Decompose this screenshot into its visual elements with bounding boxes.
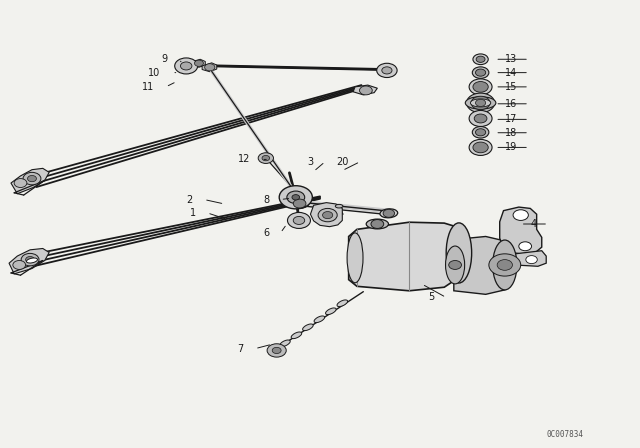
Text: 10: 10 bbox=[148, 68, 161, 78]
Ellipse shape bbox=[347, 233, 363, 283]
Text: 11: 11 bbox=[142, 82, 154, 92]
Circle shape bbox=[195, 60, 204, 66]
Ellipse shape bbox=[280, 340, 291, 347]
Circle shape bbox=[175, 58, 198, 74]
Circle shape bbox=[469, 79, 492, 95]
Text: 13: 13 bbox=[506, 54, 518, 64]
Text: 7: 7 bbox=[237, 344, 244, 353]
Circle shape bbox=[467, 93, 495, 113]
Circle shape bbox=[180, 62, 192, 70]
Circle shape bbox=[267, 344, 286, 357]
Text: 15: 15 bbox=[505, 82, 518, 92]
Text: 18: 18 bbox=[506, 128, 518, 138]
Polygon shape bbox=[310, 202, 342, 227]
Circle shape bbox=[272, 347, 281, 353]
Polygon shape bbox=[511, 251, 546, 266]
Text: 14: 14 bbox=[506, 68, 518, 78]
Ellipse shape bbox=[366, 219, 388, 229]
Circle shape bbox=[471, 96, 490, 110]
Polygon shape bbox=[11, 168, 49, 194]
Circle shape bbox=[279, 186, 312, 209]
Circle shape bbox=[371, 220, 384, 228]
Text: 2: 2 bbox=[186, 194, 193, 205]
Ellipse shape bbox=[326, 308, 336, 314]
Circle shape bbox=[14, 179, 27, 188]
Ellipse shape bbox=[493, 240, 517, 290]
Text: 19: 19 bbox=[506, 142, 518, 152]
Circle shape bbox=[205, 64, 215, 71]
Circle shape bbox=[383, 209, 394, 217]
Circle shape bbox=[513, 210, 529, 220]
Polygon shape bbox=[454, 237, 505, 294]
Polygon shape bbox=[183, 61, 194, 68]
Circle shape bbox=[476, 129, 486, 136]
Ellipse shape bbox=[337, 300, 348, 306]
Text: 6: 6 bbox=[263, 228, 269, 238]
Text: 17: 17 bbox=[505, 114, 518, 125]
Ellipse shape bbox=[26, 258, 38, 263]
Circle shape bbox=[287, 212, 310, 228]
Ellipse shape bbox=[303, 324, 313, 331]
Circle shape bbox=[469, 139, 492, 155]
Text: 1: 1 bbox=[189, 208, 196, 218]
Circle shape bbox=[472, 126, 489, 138]
Ellipse shape bbox=[445, 246, 465, 284]
Circle shape bbox=[526, 256, 538, 263]
Circle shape bbox=[474, 114, 487, 123]
Circle shape bbox=[377, 63, 397, 78]
Circle shape bbox=[318, 208, 337, 222]
Circle shape bbox=[287, 191, 305, 203]
Ellipse shape bbox=[470, 99, 491, 107]
Ellipse shape bbox=[380, 209, 397, 218]
Ellipse shape bbox=[446, 223, 472, 283]
Ellipse shape bbox=[290, 198, 309, 208]
Polygon shape bbox=[193, 59, 205, 67]
Ellipse shape bbox=[465, 97, 496, 109]
Circle shape bbox=[473, 142, 488, 153]
Circle shape bbox=[519, 242, 532, 251]
Circle shape bbox=[469, 111, 492, 126]
Circle shape bbox=[472, 67, 489, 78]
Text: 3: 3 bbox=[307, 157, 314, 167]
Text: 8: 8 bbox=[263, 194, 269, 205]
Circle shape bbox=[323, 211, 333, 219]
Circle shape bbox=[360, 86, 372, 95]
Circle shape bbox=[293, 216, 305, 224]
Circle shape bbox=[28, 176, 36, 182]
Text: 4: 4 bbox=[531, 219, 537, 229]
Circle shape bbox=[473, 54, 488, 65]
Circle shape bbox=[13, 260, 26, 269]
Polygon shape bbox=[349, 222, 459, 291]
Text: 20: 20 bbox=[336, 157, 349, 167]
Circle shape bbox=[497, 260, 513, 270]
Text: 9: 9 bbox=[161, 54, 167, 64]
Circle shape bbox=[476, 69, 486, 76]
Circle shape bbox=[449, 260, 461, 269]
Polygon shape bbox=[202, 63, 217, 72]
Polygon shape bbox=[9, 249, 49, 274]
Polygon shape bbox=[353, 85, 378, 95]
Circle shape bbox=[476, 56, 485, 62]
Polygon shape bbox=[500, 207, 541, 254]
Ellipse shape bbox=[291, 332, 301, 339]
Circle shape bbox=[262, 155, 269, 161]
Circle shape bbox=[21, 254, 39, 266]
Ellipse shape bbox=[335, 204, 343, 208]
Text: 16: 16 bbox=[506, 99, 518, 109]
Circle shape bbox=[473, 82, 488, 92]
Text: 0C007834: 0C007834 bbox=[547, 430, 584, 439]
Circle shape bbox=[26, 257, 35, 263]
Circle shape bbox=[258, 153, 273, 164]
Circle shape bbox=[23, 172, 41, 185]
Ellipse shape bbox=[314, 316, 324, 323]
Circle shape bbox=[382, 67, 392, 74]
Text: 12: 12 bbox=[237, 155, 250, 164]
Circle shape bbox=[292, 194, 300, 200]
Text: 5: 5 bbox=[428, 293, 435, 302]
Circle shape bbox=[293, 199, 306, 208]
Circle shape bbox=[489, 254, 521, 276]
Circle shape bbox=[476, 99, 486, 107]
